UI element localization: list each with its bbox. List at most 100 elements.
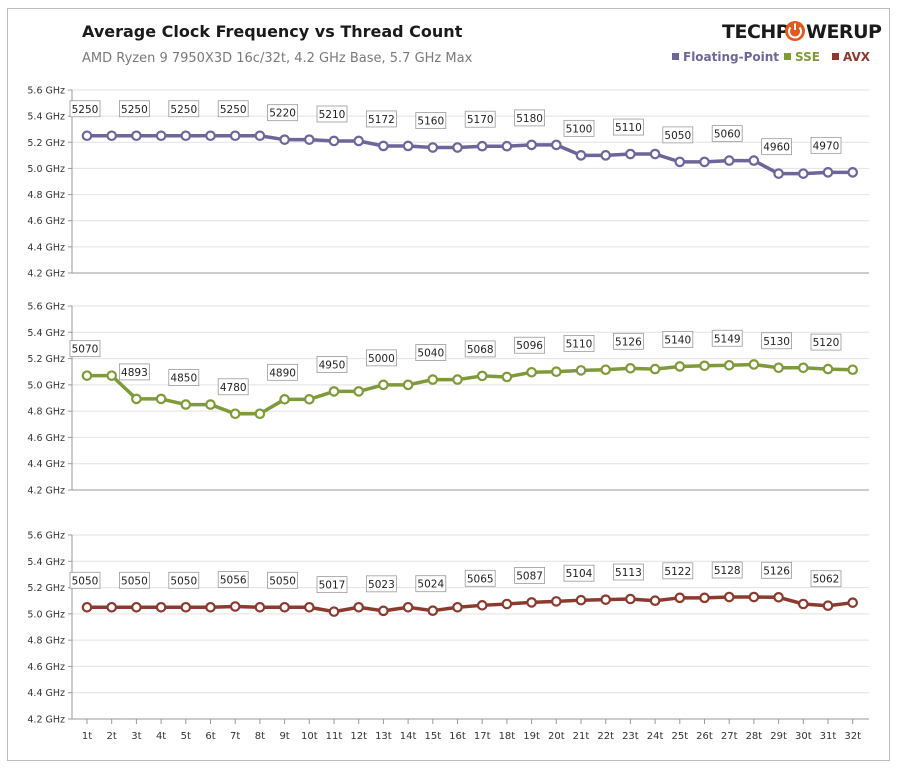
- data-point: [773, 362, 784, 374]
- data-label-box: [464, 340, 496, 358]
- legend-swatch: [784, 53, 791, 60]
- data-point: [575, 150, 587, 161]
- data-point: [303, 134, 315, 145]
- data-label: 5024: [415, 575, 447, 593]
- data-point: [131, 601, 142, 613]
- data-label-text: 5050: [664, 130, 691, 142]
- data-label-text: 5040: [417, 348, 444, 360]
- data-point: [452, 374, 463, 385]
- data-point: [106, 601, 117, 613]
- data-label-box: [514, 109, 545, 127]
- data-label-box: [168, 100, 200, 118]
- data-point: [550, 596, 562, 607]
- data-label: 5023: [365, 575, 397, 593]
- y-tick-label: 4.4 GHz: [27, 242, 65, 253]
- data-point: [501, 371, 513, 383]
- data-label-box: [711, 125, 743, 142]
- y-tick-label: 4.8 GHz: [27, 636, 65, 647]
- data-label-box: [464, 569, 496, 587]
- data-label-box: [267, 363, 299, 381]
- chart-title: Average Clock Frequency vs Thread Count: [82, 22, 463, 41]
- data-point: [748, 591, 760, 603]
- data-point: [353, 135, 364, 147]
- data-point: [526, 139, 537, 151]
- data-label: 5017: [316, 576, 348, 594]
- data-label-text: 4960: [763, 142, 790, 154]
- data-label: 5062: [810, 570, 842, 588]
- series-line-avx: [87, 595, 853, 614]
- x-tick-label: 9t: [279, 731, 289, 742]
- data-label-box: [168, 571, 200, 589]
- x-tick-label: 32t: [844, 731, 861, 742]
- x-tick-label: 15t: [424, 731, 441, 742]
- data-label-box: [415, 575, 447, 593]
- data-label-box: [365, 349, 397, 367]
- data-point: [131, 393, 142, 405]
- legend: Floating-Point SSE AVX: [672, 50, 871, 64]
- data-label-text: 5110: [566, 338, 593, 350]
- data-label: 5104: [563, 564, 595, 582]
- data-point: [847, 167, 858, 178]
- data-point: [452, 601, 463, 613]
- data-point: [699, 592, 710, 604]
- data-label-text: 5056: [220, 574, 247, 586]
- y-tick-label: 5.0 GHz: [27, 380, 65, 391]
- legend-label: Floating-Point: [683, 50, 779, 64]
- techpowerup-logo: TECHP WERUP: [722, 21, 882, 43]
- data-label: 5096: [514, 336, 545, 354]
- x-tick-label: 12t: [350, 731, 367, 742]
- data-label-box: [316, 356, 348, 373]
- x-tick-label: 8t: [255, 731, 265, 742]
- data-point: [822, 167, 834, 178]
- x-tick-label: 29t: [770, 731, 787, 742]
- x-tick-label: 10t: [301, 731, 318, 742]
- legend-swatch: [832, 53, 839, 60]
- x-tick-label: 25t: [671, 731, 688, 742]
- x-tick-label: 14t: [400, 731, 417, 742]
- data-label: 5110: [563, 334, 595, 352]
- data-label-text: 4893: [121, 367, 148, 379]
- data-point: [254, 601, 266, 613]
- data-point: [81, 370, 93, 381]
- data-label-text: 5050: [269, 575, 296, 587]
- data-label-box: [613, 563, 644, 581]
- data-point: [378, 379, 389, 391]
- data-label-box: [514, 567, 545, 584]
- y-tick-label: 5.2 GHz: [27, 354, 65, 365]
- data-label: 5130: [761, 332, 792, 350]
- data-label-box: [267, 571, 299, 589]
- x-tick-label: 18t: [499, 731, 516, 742]
- data-label-text: 4970: [813, 140, 840, 152]
- data-label-text: 5050: [72, 575, 99, 587]
- data-label-text: 5128: [714, 565, 741, 577]
- x-tick-label: 3t: [131, 731, 141, 742]
- data-point: [254, 408, 266, 420]
- data-label-text: 5140: [664, 334, 691, 346]
- data-label-box: [761, 332, 792, 350]
- data-label-box: [316, 576, 348, 594]
- data-label: 5250: [119, 100, 150, 118]
- data-label-box: [217, 571, 249, 588]
- panel-avx: 5.6 GHz 5.4 GHz 5.2 GHz 5.0 GHz 4.8 GHz 4.6 G…: [27, 531, 869, 726]
- data-label-box: [613, 332, 644, 350]
- data-point: [155, 130, 167, 142]
- data-point: [106, 370, 117, 381]
- data-label-text: 5250: [72, 104, 99, 116]
- data-label-text: 5172: [368, 114, 395, 126]
- data-label-text: 5023: [368, 579, 395, 591]
- y-tick-label: 5.6 GHz: [27, 531, 65, 542]
- x-tick-label: 11t: [326, 731, 343, 742]
- x-tick-label: 30t: [795, 731, 812, 742]
- data-label-text: 5170: [467, 114, 494, 126]
- data-label-box: [365, 575, 397, 593]
- data-point: [328, 606, 340, 617]
- x-tick-label: 31t: [820, 731, 837, 742]
- data-label: 5170: [464, 110, 496, 128]
- data-label: 5149: [711, 329, 743, 347]
- data-label-box: [415, 344, 447, 362]
- data-label: 5122: [662, 562, 694, 580]
- x-tick-label: 5t: [181, 731, 191, 742]
- data-label-box: [69, 571, 101, 589]
- data-point: [674, 592, 686, 604]
- data-label-box: [514, 336, 545, 354]
